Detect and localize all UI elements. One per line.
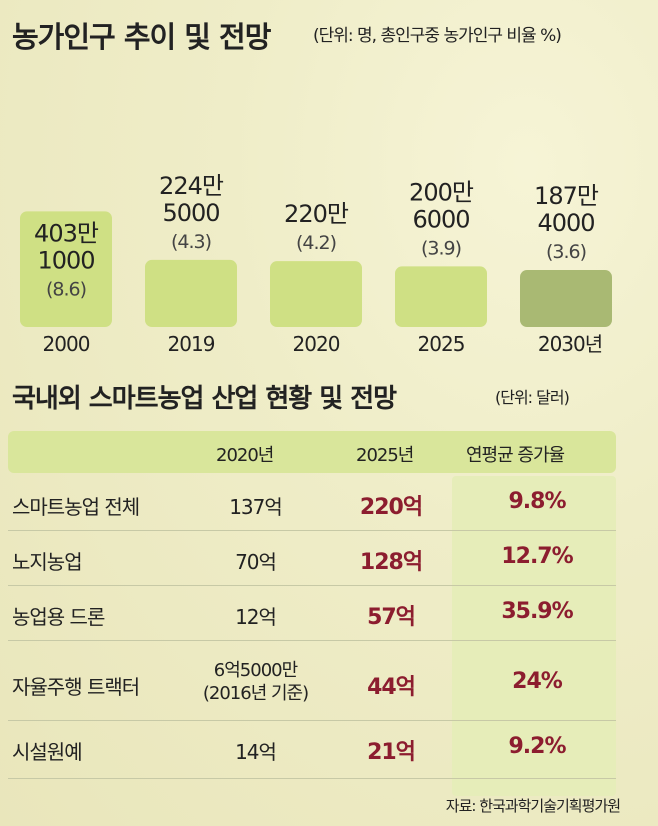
bar-ratio-label: (4.3) — [171, 231, 211, 253]
row-name: 시설원예 — [12, 740, 83, 764]
row-cagr: 35.9% — [501, 599, 573, 624]
table-row: 노지농업 70억 128억 12.7% — [8, 531, 616, 585]
table-row: 시설원예 14억 21억 9.2% — [8, 721, 616, 775]
row-cagr: 9.8% — [508, 489, 566, 514]
row-value-2025: 57억 — [367, 605, 416, 630]
x-tick-label: 2000 — [43, 332, 90, 356]
row-value-2025: 44억 — [367, 675, 416, 700]
cagr-column-highlight — [452, 476, 616, 796]
row-cagr: 9.2% — [508, 734, 566, 759]
row-name: 스마트농업 전체 — [12, 495, 140, 519]
table-unit-note: (단위: 달러) — [495, 388, 570, 407]
bar-value-label: 4000 — [537, 209, 594, 237]
chart-title: 농가인구 추이 및 전망 — [12, 20, 271, 54]
bar-value-label: 224만 — [159, 172, 224, 200]
row-divider — [8, 720, 616, 721]
table-row: 농업용 드론 12억 57억 35.9% — [8, 586, 616, 640]
bar-value-label: 187만 — [534, 182, 599, 210]
bar-value-label: 6000 — [412, 205, 469, 233]
row-value-2020-main: 6억5000만 — [213, 660, 298, 681]
row-value-2020: 137억 — [229, 495, 283, 519]
row-name: 농업용 드론 — [12, 605, 105, 629]
source-note: 자료: 한국과학기술기획평가원 — [445, 797, 621, 815]
bar-2019 — [145, 259, 237, 327]
row-value-2020: 12억 — [235, 605, 277, 629]
row-cagr: 24% — [512, 669, 563, 694]
table-row: 자율주행 트랙터 6억5000만 (2016년 기준) 44억 24% — [8, 656, 616, 710]
bar-value-label: 1000 — [37, 246, 94, 274]
row-cagr: 12.7% — [501, 544, 573, 569]
bar-2000 — [20, 211, 112, 327]
row-divider — [8, 530, 616, 531]
table-row: 스마트농업 전체 137억 220억 9.8% — [8, 476, 616, 530]
row-value-2025: 128억 — [359, 550, 423, 575]
x-tick-label: 2030년 — [538, 332, 602, 356]
row-value-2020: 14억 — [235, 740, 277, 764]
row-value-2020: 70억 — [235, 550, 277, 574]
row-divider — [8, 585, 616, 586]
bar-value-label: 200만 — [409, 178, 474, 206]
row-name: 노지농업 — [12, 550, 83, 574]
bar-value-label: 5000 — [162, 199, 219, 227]
row-name: 자율주행 트랙터 — [12, 675, 140, 699]
x-tick-label: 2020 — [293, 332, 340, 356]
table-header-bar — [8, 431, 616, 473]
row-value-2025: 220억 — [359, 495, 423, 520]
row-value-2025: 21억 — [367, 740, 416, 765]
header-cagr: 연평균 증가율 — [466, 445, 565, 466]
header-2020: 2020년 — [216, 445, 274, 466]
x-tick-label: 2025 — [418, 332, 465, 356]
x-tick-label: 2019 — [168, 332, 215, 356]
row-divider — [8, 778, 616, 779]
header-2025: 2025년 — [356, 445, 414, 466]
bar-2030년 — [520, 270, 612, 327]
bar-2020 — [270, 261, 362, 327]
bar-2025 — [395, 266, 487, 327]
bar-value-label: 403만 — [34, 219, 99, 247]
bar-ratio-label: (3.9) — [421, 237, 461, 259]
bar-ratio-label: (8.6) — [46, 278, 86, 300]
table-title: 국내외 스마트농업 산업 현황 및 전망 — [12, 384, 397, 414]
chart-unit-note: (단위: 명, 총인구중 농가인구 비율 %) — [313, 26, 562, 46]
bar-value-label: 220만 — [284, 200, 349, 228]
bar-ratio-label: (3.6) — [546, 241, 586, 263]
bar-ratio-label: (4.2) — [296, 232, 336, 254]
row-value-2020-note: (2016년 기준) — [202, 683, 309, 704]
row-value-2020: 6억5000만 (2016년 기준) — [193, 659, 318, 705]
row-divider — [8, 640, 616, 641]
